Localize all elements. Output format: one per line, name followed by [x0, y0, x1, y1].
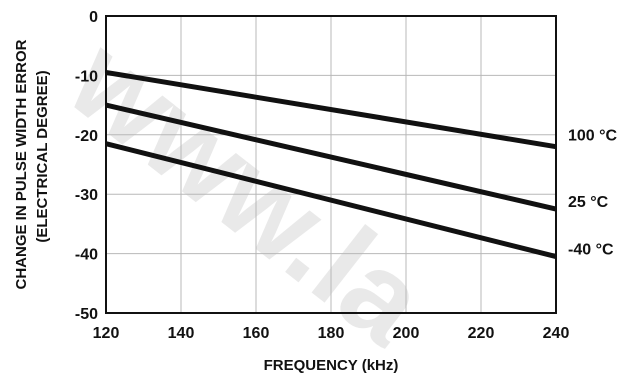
x-tick-label-4: 200 — [393, 325, 420, 342]
x-axis-title: FREQUENCY (kHz) — [264, 357, 399, 374]
y-tick-label-4: -40 — [75, 247, 98, 264]
x-tick-labels: 120 140 160 180 200 220 240 — [93, 325, 570, 342]
y-axis-title: CHANGE IN PULSE WIDTH ERROR (ELECTRICAL … — [13, 39, 51, 289]
y-axis-title-line2: (ELECTRICAL DEGREE) — [34, 70, 51, 242]
x-tick-label-2: 160 — [243, 325, 270, 342]
series-label-0: 100 °C — [568, 128, 618, 145]
series-line-0 — [105, 69, 557, 150]
series-line-2 — [105, 141, 557, 259]
series-line-1 — [105, 102, 557, 212]
plot-frame — [105, 15, 557, 314]
y-axis-title-line1: CHANGE IN PULSE WIDTH ERROR — [13, 39, 30, 289]
y-tick-label-1: -10 — [75, 68, 98, 85]
x-tick-label-0: 120 — [93, 325, 120, 342]
series-labels: 100 °C 25 °C -40 °C — [568, 128, 618, 259]
y-tick-label-0: 0 — [89, 9, 98, 26]
x-tick-label-3: 180 — [318, 325, 345, 342]
series-label-2: -40 °C — [568, 242, 614, 259]
series-group — [105, 69, 557, 259]
y-tick-label-5: -50 — [75, 306, 98, 323]
y-tick-label-2: -20 — [75, 128, 98, 145]
x-tick-label-1: 140 — [168, 325, 195, 342]
y-tick-label-3: -30 — [75, 187, 98, 204]
series-label-1: 25 °C — [568, 194, 609, 211]
x-tick-label-6: 240 — [543, 325, 570, 342]
x-tick-label-5: 220 — [468, 325, 495, 342]
y-tick-labels: 0 -10 -20 -30 -40 -50 — [75, 9, 98, 323]
